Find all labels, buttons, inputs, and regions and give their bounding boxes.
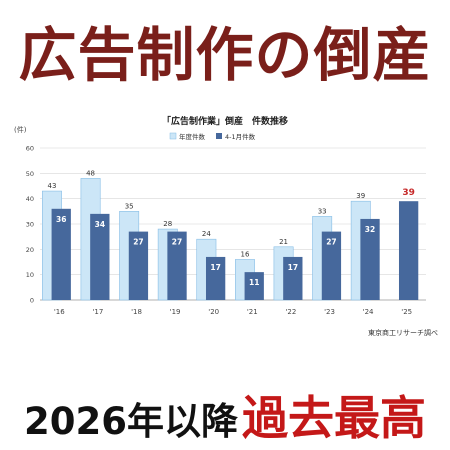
y-axis-unit: (件) [14, 125, 27, 134]
data-label-annual: 48 [86, 169, 95, 177]
data-label-annual: 43 [48, 182, 57, 190]
y-tick-label: 0 [30, 297, 34, 305]
bar-jan-nov [398, 201, 419, 300]
bar-jan-nov [205, 256, 226, 300]
chart-panel: 「広告制作業」倒産 件数推移 (件) 年度件数 4-1月件数 0 10 20 30 40 50 60… [10, 112, 440, 344]
x-tick-label: '18 [131, 308, 142, 316]
x-tick-label: '16 [54, 308, 65, 316]
data-label-jan-nov: 27 [172, 238, 182, 247]
headline-banner: 広告制作の倒産 [0, 0, 450, 100]
data-label-jan-nov: 17 [210, 263, 220, 272]
bar-jan-nov [244, 272, 264, 300]
bar-jan-nov [283, 256, 303, 300]
bar-jan-nov [360, 218, 380, 300]
bar-jan-nov [167, 231, 187, 300]
data-label-annual: 39 [356, 192, 365, 200]
bar-jan-nov [90, 213, 110, 300]
source-credit: 東京商工リサーチ調べ [368, 329, 438, 337]
data-label-annual: 16 [241, 250, 250, 258]
legend-swatch-annual [169, 132, 177, 140]
legend-label-jan-nov: 4-1月件数 [225, 132, 256, 141]
data-label-annual: 28 [163, 220, 172, 228]
headline-title: 広告制作の倒産 [18, 21, 432, 89]
bankruptcy-bar-chart: 「広告制作業」倒産 件数推移 (件) 年度件数 4-1月件数 0 10 20 30 40 50 60… [14, 115, 426, 316]
y-tick-label: 50 [26, 170, 34, 178]
data-label-annual: 21 [279, 238, 288, 246]
data-label-jan-nov: 27 [326, 238, 336, 247]
y-tick-label: 20 [26, 246, 34, 254]
x-tick-label: '23 [324, 308, 335, 316]
data-label-annual: 24 [202, 230, 211, 238]
y-tick-label: 40 [26, 195, 34, 203]
chart-title: 「広告制作業」倒産 件数推移 [162, 115, 288, 127]
x-tick-label: '20 [208, 308, 219, 316]
legend-swatch-jan-nov [216, 133, 222, 139]
data-label-jan-nov: 11 [249, 278, 259, 287]
x-tick-label: '21 [247, 308, 258, 316]
footer-prefix: 2026年以降 [24, 400, 238, 443]
y-tick-label: 10 [26, 271, 34, 279]
data-label-highlight: 39 [402, 188, 415, 198]
footer-highlight: 過去最高 [241, 391, 426, 445]
bar-jan-nov [51, 208, 71, 300]
bar-jan-nov [321, 231, 342, 300]
data-label-jan-nov: 32 [365, 225, 375, 234]
data-label-annual: 35 [125, 202, 134, 210]
x-tick-label: '17 [92, 308, 103, 316]
data-label-jan-nov: 27 [133, 238, 143, 247]
bar-jan-nov [128, 231, 149, 300]
data-label-jan-nov: 34 [95, 220, 105, 229]
x-tick-label: '19 [170, 308, 181, 316]
data-label-jan-nov: 17 [288, 263, 298, 272]
x-tick-label: '25 [401, 308, 412, 316]
x-tick-label: '22 [285, 308, 296, 316]
legend-label-annual: 年度件数 [179, 132, 206, 141]
data-label-annual: 33 [318, 207, 327, 215]
y-tick-label: 60 [26, 145, 34, 153]
footer-banner: 2026年以降 過去最高 [0, 368, 450, 450]
data-label-jan-nov: 36 [56, 215, 66, 224]
y-tick-label: 30 [26, 221, 34, 229]
x-tick-label: '24 [363, 308, 374, 316]
